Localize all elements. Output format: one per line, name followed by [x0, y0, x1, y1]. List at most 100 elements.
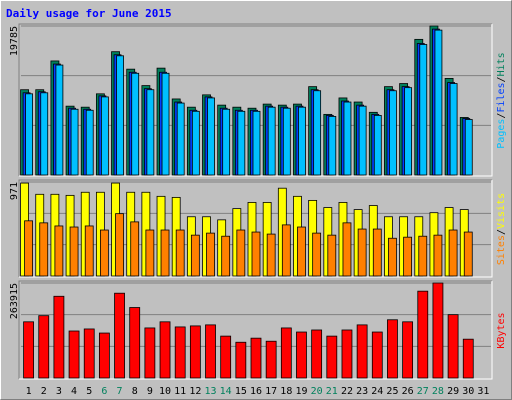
- bar: [54, 225, 64, 277]
- bar: [464, 119, 473, 176]
- x-tick-label: 31: [477, 386, 489, 397]
- bar: [53, 295, 65, 379]
- legend-entry: Hits: [496, 52, 507, 76]
- panel-frame: [19, 281, 493, 380]
- legend: Pages/Files/Hits: [496, 52, 507, 148]
- bar: [432, 282, 444, 379]
- x-tick-label: 22: [341, 386, 353, 397]
- x-tick-label: 7: [117, 386, 123, 397]
- bar: [298, 106, 306, 176]
- bar: [418, 235, 428, 277]
- panel-frame: [18, 179, 492, 277]
- x-tick-label: 8: [132, 386, 138, 397]
- x-tick-label: 23: [356, 386, 368, 397]
- x-tick-label: 25: [386, 386, 398, 397]
- legend-entry: Visits: [496, 193, 507, 229]
- bar: [371, 331, 383, 379]
- bar: [265, 340, 277, 379]
- legend: KBytes: [496, 312, 507, 348]
- bar: [39, 222, 49, 277]
- bar: [403, 236, 413, 277]
- bar: [404, 87, 413, 176]
- bar: [131, 72, 140, 176]
- legend-entry: Files: [496, 82, 507, 112]
- bar: [237, 110, 246, 176]
- bar: [463, 231, 473, 277]
- bar: [417, 290, 429, 379]
- bar: [297, 226, 306, 277]
- x-tick-label: 21: [326, 386, 338, 397]
- bar: [358, 105, 367, 176]
- x-tick-label: 16: [250, 386, 262, 397]
- legend-separator: /: [496, 113, 507, 119]
- bar: [146, 89, 155, 176]
- bar: [85, 109, 94, 176]
- x-tick-label: 26: [402, 386, 414, 397]
- bar: [84, 225, 94, 277]
- x-tick-label: 30: [462, 386, 474, 397]
- bar: [99, 229, 109, 277]
- bar: [462, 338, 474, 379]
- bar: [357, 228, 367, 277]
- bar: [341, 329, 353, 379]
- bar: [419, 44, 428, 176]
- bar: [296, 331, 307, 379]
- x-tick-label: 10: [159, 386, 171, 397]
- x-tick-label: 17: [265, 386, 277, 397]
- x-tick-label: 19: [295, 386, 307, 397]
- bar: [342, 222, 352, 277]
- panel-frame: [19, 24, 493, 177]
- x-tick-label: 1: [26, 386, 32, 397]
- bar: [205, 324, 216, 379]
- bar: [25, 93, 33, 176]
- bar: [115, 213, 124, 277]
- bar: [69, 226, 79, 277]
- x-tick-label: 14: [220, 386, 232, 397]
- bar: [68, 330, 80, 379]
- bar: [144, 327, 156, 379]
- x-tick-label: 20: [311, 386, 323, 397]
- bar: [328, 116, 337, 176]
- bar: [282, 107, 291, 176]
- bar: [100, 96, 109, 176]
- bar: [280, 327, 292, 379]
- bar: [281, 224, 291, 277]
- bar: [236, 229, 246, 277]
- bar: [373, 115, 382, 176]
- bar: [266, 233, 276, 277]
- bar: [38, 315, 50, 379]
- chart-title: Daily usage for June 2015: [6, 7, 172, 20]
- bar: [83, 328, 95, 379]
- bar: [159, 321, 171, 379]
- legend-separator: /: [496, 229, 507, 235]
- bar: [40, 92, 49, 176]
- y-tick-label: 263915: [9, 283, 20, 319]
- bar: [191, 110, 200, 176]
- x-tick-label: 6: [101, 386, 107, 397]
- x-tick-label: 2: [41, 386, 47, 397]
- bar: [235, 341, 247, 379]
- bar: [24, 220, 33, 277]
- bar: [190, 234, 200, 277]
- panel-frame: [18, 23, 492, 176]
- x-tick-label: 9: [147, 386, 153, 397]
- bar: [250, 337, 262, 379]
- panel-frame: [18, 280, 492, 379]
- bar: [207, 97, 215, 176]
- bar: [447, 314, 459, 379]
- bar: [174, 326, 186, 379]
- bar: [129, 307, 141, 379]
- bar: [114, 292, 125, 379]
- x-tick-label: 12: [189, 386, 201, 397]
- bar: [222, 108, 231, 176]
- x-tick-label: 27: [417, 386, 429, 397]
- bar: [433, 234, 443, 277]
- bar: [356, 324, 368, 379]
- bar: [251, 231, 261, 277]
- bar: [388, 237, 397, 277]
- bar: [116, 55, 124, 176]
- legend-entry: Pages: [496, 119, 507, 149]
- bar: [145, 229, 155, 277]
